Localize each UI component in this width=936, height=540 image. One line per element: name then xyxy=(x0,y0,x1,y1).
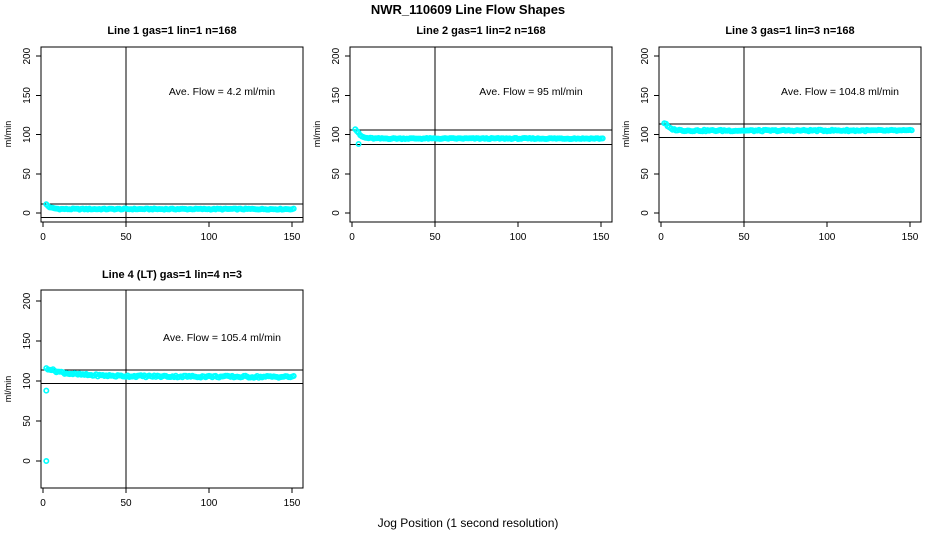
plot-box xyxy=(40,46,304,223)
x-tick-label: 100 xyxy=(819,232,836,243)
panel-line-4: Line 4 (LT) gas=1 lin=4 n=3 Ave. Flow = … xyxy=(3,269,304,509)
y-tick-label: 200 xyxy=(22,292,33,309)
data-points xyxy=(661,120,915,135)
panel-2-ave-flow-annotation: Ave. Flow = 95 ml/min xyxy=(479,86,583,98)
panel-1-y-axis-label: ml/min xyxy=(3,121,13,148)
x-tick-label: 100 xyxy=(510,232,527,243)
x-tick-label: 50 xyxy=(120,232,132,243)
y-tick-label: 100 xyxy=(22,126,33,143)
panel-2-title: Line 2 gas=1 lin=2 n=168 xyxy=(416,25,545,37)
y-tick-label: 0 xyxy=(22,210,33,216)
data-point xyxy=(599,135,606,142)
data-points xyxy=(43,365,297,464)
y-tick-label: 0 xyxy=(640,210,651,216)
data-points xyxy=(43,201,297,213)
panel-4-ave-flow-annotation: Ave. Flow = 105.4 ml/min xyxy=(163,332,281,344)
y-tick-label: 150 xyxy=(22,87,33,104)
panel-1-title: Line 1 gas=1 lin=1 n=168 xyxy=(107,25,236,37)
y-tick-label: 200 xyxy=(331,47,342,64)
y-tick-label: 200 xyxy=(640,47,651,64)
figure-x-axis-label: Jog Position (1 second resolution) xyxy=(378,516,559,530)
x-tick-label: 100 xyxy=(201,232,218,243)
plot-box xyxy=(40,289,304,489)
data-point xyxy=(290,372,297,379)
x-tick-label: 50 xyxy=(120,498,132,509)
panel-2-y-axis-label: ml/min xyxy=(312,121,322,148)
y-tick-label: 50 xyxy=(331,168,342,180)
x-tick-label: 0 xyxy=(40,232,46,243)
x-tick-label: 50 xyxy=(429,232,441,243)
panel-4-title: Line 4 (LT) gas=1 lin=4 n=3 xyxy=(102,269,242,281)
panel-3-plot-area: 0 50 100 150 0 50 100 150 200 xyxy=(640,46,922,243)
x-tick-label: 50 xyxy=(738,232,750,243)
panel-1-plot-area: 0 50 100 150 0 50 100 150 200 xyxy=(22,46,304,243)
x-tick-label: 150 xyxy=(593,232,610,243)
outlier-data-point xyxy=(355,141,362,148)
y-tick-label: 0 xyxy=(22,458,33,464)
y-tick-label: 150 xyxy=(640,87,651,104)
y-tick-label: 0 xyxy=(331,210,342,216)
panel-line-1: Line 1 gas=1 lin=1 n=168 Ave. Flow = 4.2… xyxy=(3,25,304,243)
panel-3-title: Line 3 gas=1 lin=3 n=168 xyxy=(725,25,854,37)
x-tick-label: 100 xyxy=(201,498,218,509)
y-tick-label: 100 xyxy=(331,126,342,143)
data-points xyxy=(352,126,606,148)
y-tick-label: 150 xyxy=(331,87,342,104)
x-tick-label: 0 xyxy=(40,498,46,509)
y-tick-label: 50 xyxy=(640,168,651,180)
x-tick-label: 150 xyxy=(284,232,301,243)
y-tick-label: 100 xyxy=(640,126,651,143)
y-tick-label: 150 xyxy=(22,332,33,349)
panel-4-plot-area: 0 50 100 150 0 50 100 150 200 xyxy=(22,289,304,509)
data-point xyxy=(290,205,297,212)
outlier-data-point xyxy=(43,457,50,464)
panel-2-plot-area: 0 50 100 150 0 50 100 150 200 xyxy=(331,46,613,243)
panel-1-ave-flow-annotation: Ave. Flow = 4.2 ml/min xyxy=(169,86,275,98)
data-point xyxy=(908,127,915,134)
panel-line-3: Line 3 gas=1 lin=3 n=168 Ave. Flow = 104… xyxy=(621,25,922,243)
y-tick-label: 200 xyxy=(22,47,33,64)
plot-box xyxy=(658,46,922,223)
x-tick-label: 0 xyxy=(658,232,664,243)
x-tick-label: 150 xyxy=(902,232,919,243)
figure-title: NWR_110609 Line Flow Shapes xyxy=(371,2,565,17)
panel-3-ave-flow-annotation: Ave. Flow = 104.8 ml/min xyxy=(781,86,899,98)
x-tick-label: 150 xyxy=(284,498,301,509)
y-tick-label: 50 xyxy=(22,415,33,427)
x-tick-label: 0 xyxy=(349,232,355,243)
outlier-data-point xyxy=(43,387,50,394)
panel-line-2: Line 2 gas=1 lin=2 n=168 Ave. Flow = 95 … xyxy=(312,25,613,243)
panel-3-y-axis-label: ml/min xyxy=(621,121,631,148)
y-tick-label: 50 xyxy=(22,168,33,180)
panel-4-y-axis-label: ml/min xyxy=(3,376,13,403)
y-tick-label: 100 xyxy=(22,372,33,389)
plot-box xyxy=(349,46,613,223)
